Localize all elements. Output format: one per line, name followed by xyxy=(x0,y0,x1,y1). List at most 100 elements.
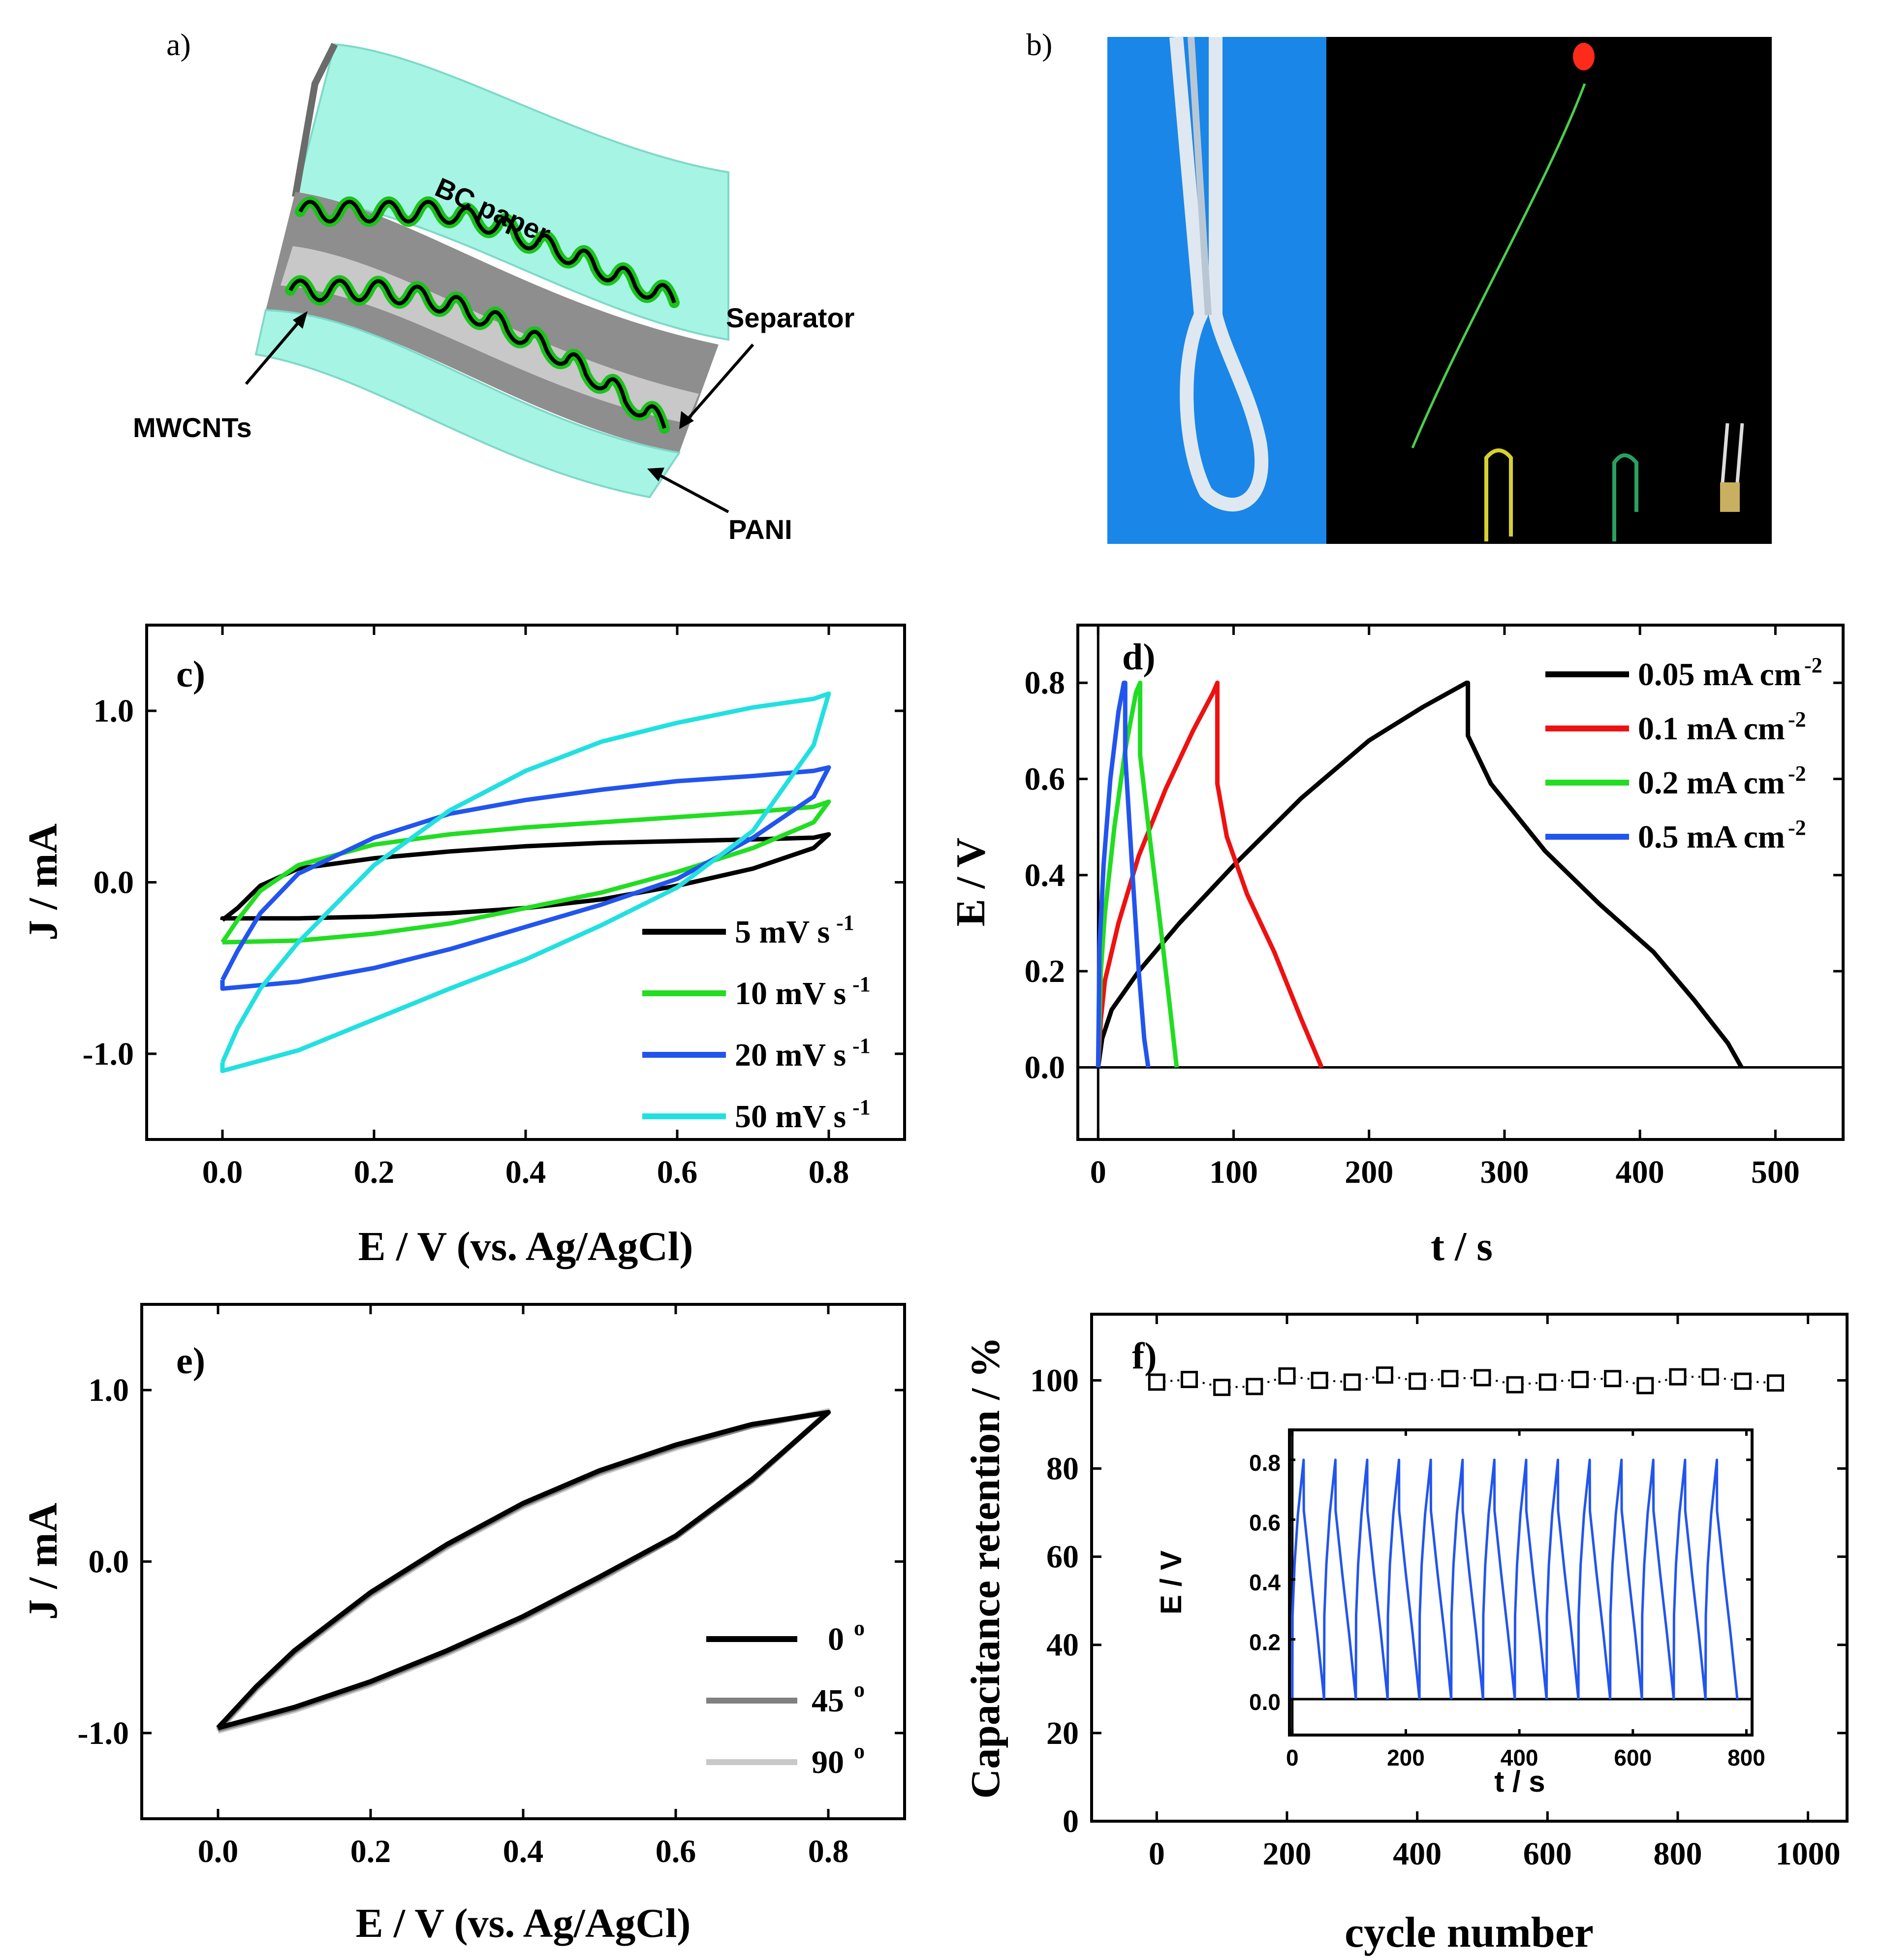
y-tick-label: 1.0 xyxy=(89,1372,129,1408)
legend-label: 90 xyxy=(812,1744,844,1780)
legend-label: 0 xyxy=(828,1621,844,1657)
data-point-square xyxy=(1701,1368,1719,1386)
tick-group: 0.0 0.2 0.4 0.6 0.8 -1.0 0.0 1.0 xyxy=(78,1304,905,1869)
x-tick-label: 0 xyxy=(1090,1154,1106,1190)
y-tick-label: 0.8 xyxy=(1025,665,1066,701)
x-tick-label: 0.8 xyxy=(808,1834,849,1869)
tick-group: 0 100 200 300 400 500 0.0 0.2 0.4 0.6 0.8 xyxy=(1025,625,1843,1190)
legend-superscript: -1 xyxy=(852,972,871,996)
y-axis-label: J / mA xyxy=(20,1503,66,1620)
legend-superscript: o xyxy=(854,1677,865,1702)
tick-group: 0 200 400 600 800 1000 0 20 40 60 80 100 xyxy=(1030,1314,1847,1872)
x-tick-label: 0 xyxy=(1149,1836,1165,1872)
separator-label: Separator xyxy=(726,302,854,333)
y-tick-label: 100 xyxy=(1030,1362,1079,1398)
series-group xyxy=(216,1408,831,1734)
data-point-square xyxy=(1604,1370,1622,1388)
x-tick-label: 200 xyxy=(1387,1745,1425,1770)
y-tick-label: 60 xyxy=(1046,1539,1079,1575)
mwcnts-arrow xyxy=(245,316,304,385)
y-axis-label: Capacitance retention / % xyxy=(963,1337,1008,1799)
panel-b: b) xyxy=(1026,27,1772,544)
panel-b-letter: b) xyxy=(1026,27,1052,62)
inset-cycle-10 xyxy=(1609,1458,1643,1700)
data-point-square xyxy=(1180,1371,1198,1389)
inset-cycle-12 xyxy=(1672,1458,1707,1700)
inset-cycle-9 xyxy=(1577,1458,1612,1700)
panel-a: a) BC paper Separator MWCNTs PANI xyxy=(133,27,854,545)
x-tick-label: 0.0 xyxy=(202,1154,243,1190)
series-group xyxy=(1148,1366,1784,1396)
inset-cycle-11 xyxy=(1640,1458,1675,1700)
legend-label: 10 mV s xyxy=(735,976,846,1012)
legend-superscript: -1 xyxy=(852,1095,871,1119)
legend-superscript: -1 xyxy=(836,911,854,935)
inset-cycle-4 xyxy=(1418,1458,1453,1700)
y-tick-label: 0.0 xyxy=(1025,1050,1066,1086)
inset-cycle-7 xyxy=(1513,1458,1548,1700)
legend-label: 0.2 mA cm xyxy=(1638,765,1785,801)
data-point-square xyxy=(1506,1376,1524,1393)
legend-superscript: -2 xyxy=(1788,761,1806,786)
photo-led-demo xyxy=(1326,37,1772,544)
x-tick-label: 0.6 xyxy=(657,1154,698,1190)
cnt-wave-top-core xyxy=(298,200,676,304)
x-tick-label: 200 xyxy=(1345,1154,1393,1190)
y-tick-label: 0.6 xyxy=(1249,1510,1281,1535)
led-base xyxy=(1720,482,1740,512)
mwcnts-label: MWCNTs xyxy=(133,412,252,443)
inset-cycle-8 xyxy=(1545,1458,1580,1700)
plot-frame xyxy=(1076,624,1845,1141)
series-line-0 xyxy=(216,1408,831,1734)
data-point-square xyxy=(1376,1366,1393,1384)
x-tick-label: 800 xyxy=(1653,1836,1702,1872)
x-tick-label: 400 xyxy=(1501,1745,1538,1770)
inset-cycle-2 xyxy=(1354,1458,1389,1700)
x-axis-label: E / V (vs. Ag/AgCl) xyxy=(356,1900,691,1946)
legend-label: 20 mV s xyxy=(735,1037,846,1073)
series-line-1 xyxy=(216,1410,831,1732)
panel-a-letter: a) xyxy=(166,27,191,62)
plot-frame xyxy=(1090,1313,1849,1823)
data-point-square xyxy=(1148,1373,1165,1391)
x-tick-label: 600 xyxy=(1614,1745,1652,1770)
y-tick-label: 0.0 xyxy=(94,865,134,901)
inset-tick-group: 0 200 400 600 800 0.0 0.2 0.4 0.6 0.8 xyxy=(1249,1430,1765,1770)
x-tick-label: 600 xyxy=(1523,1836,1572,1872)
x-tick-label: 400 xyxy=(1393,1836,1442,1872)
data-point-square xyxy=(1474,1369,1491,1387)
legend: 5 mV s -110 mV s -120 mV s -150 mV s -1 xyxy=(642,911,871,1135)
series-line-1 xyxy=(1096,680,1324,1069)
x-tick-label: 500 xyxy=(1751,1154,1800,1190)
data-point-square xyxy=(1538,1373,1556,1391)
clip-right xyxy=(1721,423,1744,483)
pani-label: PANI xyxy=(728,514,792,545)
y-tick-label: 0.4 xyxy=(1249,1570,1281,1595)
inset-cycle-1 xyxy=(1322,1458,1357,1700)
separator-arrowhead xyxy=(679,411,694,429)
panel-d-gcd-curves: 0 100 200 300 400 500 0.0 0.2 0.4 0.6 0.8 d) t / s… xyxy=(948,624,1845,1269)
data-point-square xyxy=(1409,1372,1426,1390)
x-tick-label: 0.0 xyxy=(198,1834,239,1869)
y-tick-label: -1.0 xyxy=(78,1715,129,1751)
x-tick-label: 200 xyxy=(1262,1836,1311,1872)
series-line-1 xyxy=(220,799,831,945)
y-tick-label: 0.2 xyxy=(1249,1629,1281,1655)
panel-e-letter: e) xyxy=(176,1340,205,1382)
tick-group: 0.0 0.2 0.4 0.6 0.8 -1.0 0.0 1.0 xyxy=(83,625,905,1190)
x-tick-label: 1000 xyxy=(1776,1836,1841,1872)
panel-f-letter: f) xyxy=(1132,1335,1157,1377)
bc-paper-front xyxy=(254,309,681,499)
data-point-square xyxy=(1246,1378,1263,1395)
y-tick-label: 0.4 xyxy=(1025,857,1066,893)
x-tick-label: 300 xyxy=(1480,1154,1529,1190)
panel-e-cv-bending-angles: 0.0 0.2 0.4 0.6 0.8 -1.0 0.0 1.0 e) E / V (vs. … xyxy=(20,1303,906,1946)
legend-label: 45 xyxy=(812,1683,844,1719)
series-line-2 xyxy=(216,1410,831,1731)
x-axis-label: cycle number xyxy=(1345,1909,1594,1957)
legend-superscript: -2 xyxy=(1788,707,1806,731)
clip-left xyxy=(1484,448,1513,541)
legend-label: 5 mV s xyxy=(735,914,830,950)
x-tick-label: 0.8 xyxy=(809,1154,849,1190)
